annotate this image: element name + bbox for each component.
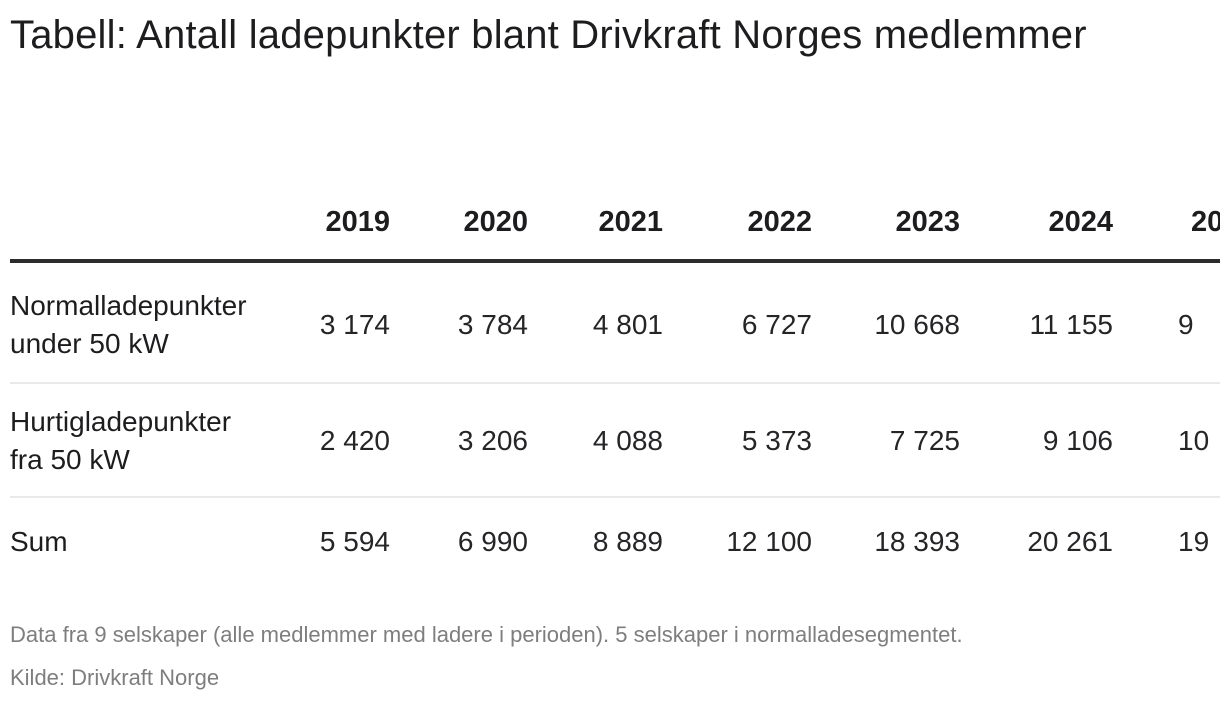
col-header-clipped-year: 20: [1191, 206, 1220, 238]
table-row-normalladepunkter: Normalladepunkter under 50 kW 3 174 3 78…: [10, 267, 1220, 384]
value-cell: 8 889: [592, 526, 663, 557]
value-cell: 4 801: [592, 308, 663, 340]
footnote-data-note: Data fra 9 selskaper (alle medlemmer med…: [10, 622, 963, 647]
row-label: Sum: [10, 523, 300, 561]
table-header-row: 2019 2020 2021 2022 2023 2024 20: [10, 196, 1220, 263]
table-row-sum: Sum 5 594 6 990 8 889 12 100 18 393 20 2…: [10, 500, 1220, 584]
value-cell: 10 668: [874, 308, 960, 340]
value-cell: 5 594: [319, 526, 390, 557]
page-title: Tabell: Antall ladepunkter blant Drivkra…: [10, 13, 1087, 57]
header-empty-cell: [10, 239, 300, 259]
col-header-2019: 2019: [325, 206, 390, 238]
value-cell: 12 100: [726, 526, 812, 557]
value-cell: 18 393: [874, 526, 960, 557]
row-label-line2: under 50 kW: [10, 327, 169, 359]
col-header-2021: 2021: [598, 206, 663, 238]
value-cell: 3 784: [457, 308, 528, 340]
value-cell-clipped: 19: [1178, 526, 1210, 557]
col-header-2020: 2020: [463, 206, 528, 238]
value-cell: 3 206: [457, 425, 528, 456]
row-label-line1: Hurtigladepunkter: [10, 406, 232, 437]
col-header-2023: 2023: [895, 206, 960, 238]
row-label: Normalladepunkter under 50 kW: [10, 287, 300, 363]
value-cell: 6 990: [457, 526, 528, 557]
value-cell: 3 174: [319, 308, 390, 340]
row-label-line2: fra 50 kW: [10, 444, 130, 475]
value-cell-clipped: 10: [1178, 425, 1210, 456]
col-header-2024: 2024: [1048, 206, 1113, 238]
footnote-source: Kilde: Drivkraft Norge: [10, 665, 220, 690]
col-header-2022: 2022: [747, 206, 812, 238]
value-cell-clipped: 9: [1178, 308, 1194, 340]
value-cell: 11 155: [1029, 308, 1113, 340]
value-cell: 4 088: [592, 425, 663, 456]
table-row-hurtigladepunkter: Hurtigladepunkter fra 50 kW 2 420 3 206 …: [10, 386, 1220, 498]
value-cell: 2 420: [319, 425, 390, 456]
row-label: Hurtigladepunkter fra 50 kW: [10, 403, 300, 479]
value-cell: 9 106: [1042, 425, 1113, 456]
value-cell: 6 727: [741, 308, 812, 340]
value-cell: 20 261: [1027, 526, 1113, 557]
value-cell: 5 373: [741, 425, 812, 456]
row-label-line1: Sum: [10, 526, 68, 557]
row-label-line1: Normalladepunkter: [10, 289, 247, 321]
value-cell: 7 725: [889, 425, 960, 456]
